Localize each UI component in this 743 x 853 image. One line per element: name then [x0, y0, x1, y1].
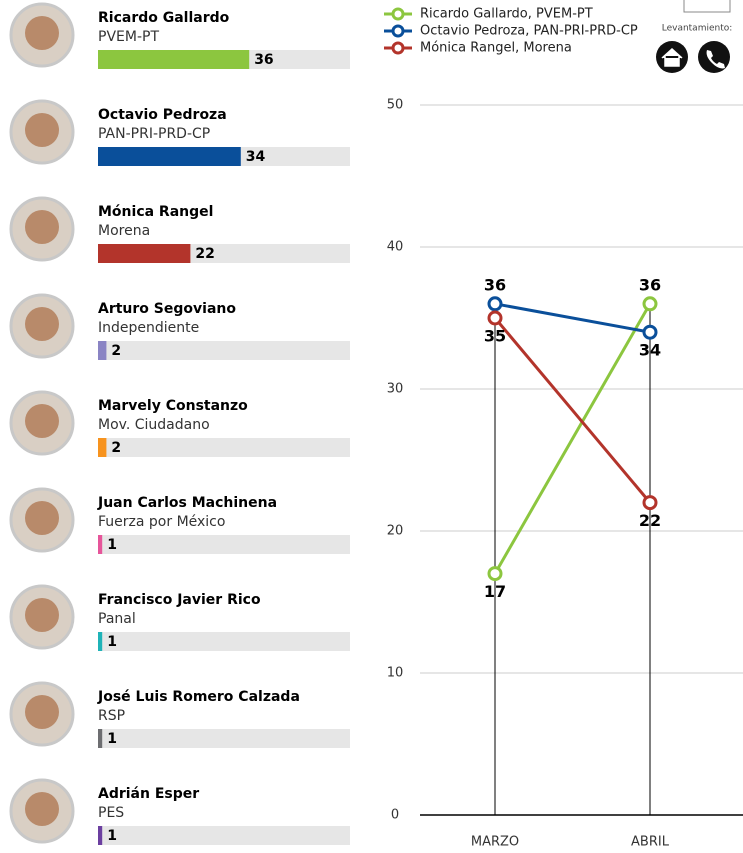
x-tick-label: ABRIL	[631, 835, 670, 850]
value-label: 1	[107, 537, 117, 553]
point	[642, 296, 658, 312]
value-label: 2	[111, 343, 121, 359]
legend-marker	[391, 24, 405, 38]
candidate-name: Octavio Pedroza	[98, 107, 227, 123]
party: PAN-PRI-PRD-CP	[98, 126, 210, 142]
point	[487, 296, 503, 312]
candidate-name: Ricardo Gallardo	[98, 10, 230, 26]
bar	[98, 244, 191, 263]
levantamiento: Levantamiento:	[662, 24, 733, 34]
point	[487, 566, 503, 582]
y-tick-label: 50	[387, 98, 404, 113]
series-line	[494, 302, 651, 334]
point	[487, 310, 503, 326]
legend-label: Ricardo Gallardo, PVEM-PT	[420, 7, 593, 22]
party: Mov. Ciudadano	[98, 417, 210, 433]
photo-face	[25, 695, 59, 729]
photo-face	[25, 598, 59, 632]
value-label: 22	[195, 246, 214, 262]
bar	[98, 438, 107, 457]
y-tick-label: 30	[387, 382, 404, 397]
party: RSP	[98, 708, 125, 724]
value-label: 36	[484, 275, 506, 294]
bar-track	[98, 729, 350, 748]
bar	[98, 632, 103, 651]
legend-marker	[391, 7, 405, 21]
party: Independiente	[98, 320, 199, 336]
value-label: 34	[246, 149, 266, 165]
bar	[98, 50, 250, 69]
candidate-name: Francisco Javier Rico	[98, 592, 261, 608]
candidate-name: Marvely Constanzo	[98, 398, 248, 414]
value-label: 2	[111, 440, 121, 456]
home-icon[interactable]	[656, 41, 688, 73]
y-tick-label: 20	[387, 524, 404, 539]
party: Panal	[98, 611, 136, 627]
value-label: 1	[107, 634, 117, 650]
value-label: 36	[254, 52, 273, 68]
bar-track	[98, 535, 350, 554]
value-label: 1	[107, 731, 117, 747]
legend-marker	[391, 41, 405, 55]
value-label: 17	[484, 582, 506, 601]
frame	[683, 0, 731, 13]
y-tick-label: 0	[391, 808, 399, 823]
candidate-name: Arturo Segoviano	[98, 301, 236, 317]
party: Morena	[98, 223, 150, 239]
bar	[98, 826, 103, 845]
value-label: 1	[107, 828, 117, 844]
photo-face	[25, 307, 59, 341]
value-label: 36	[639, 275, 661, 294]
bar-track	[98, 632, 350, 651]
photo-face	[25, 404, 59, 438]
value-label: 35	[484, 327, 506, 346]
candidate-name: José Luis Romero Calzada	[97, 689, 300, 705]
bar-track	[98, 341, 350, 360]
value-label: 22	[639, 511, 661, 530]
party: PVEM-PT	[98, 29, 159, 45]
photo-face	[25, 792, 59, 826]
bar	[98, 729, 103, 748]
bar	[98, 535, 103, 554]
y-tick-label: 10	[387, 666, 404, 681]
series-line	[493, 303, 652, 575]
candidate-name: Juan Carlos Machinena	[97, 495, 277, 511]
photo-face	[25, 210, 59, 244]
party: PES	[98, 805, 124, 821]
series-line	[493, 317, 652, 504]
x-tick-label: MARZO	[471, 835, 519, 850]
phone-icon[interactable]	[698, 41, 730, 73]
value-label: 34	[639, 341, 661, 360]
bar	[98, 147, 241, 166]
bar	[98, 341, 107, 360]
candidate-name: Adrián Esper	[98, 786, 199, 802]
point	[642, 495, 658, 511]
photo-face	[25, 113, 59, 147]
bar-track	[98, 438, 350, 457]
legend-label: Mónica Rangel, Morena	[420, 41, 572, 56]
y-tick-label: 40	[387, 240, 404, 255]
candidate-name: Mónica Rangel	[98, 204, 213, 220]
legend-label: Octavio Pedroza, PAN-PRI-PRD-CP	[420, 24, 638, 39]
photo-face	[25, 501, 59, 535]
party: Fuerza por México	[98, 514, 225, 530]
bar-track	[98, 826, 350, 845]
photo-face	[25, 16, 59, 50]
point	[642, 324, 658, 340]
